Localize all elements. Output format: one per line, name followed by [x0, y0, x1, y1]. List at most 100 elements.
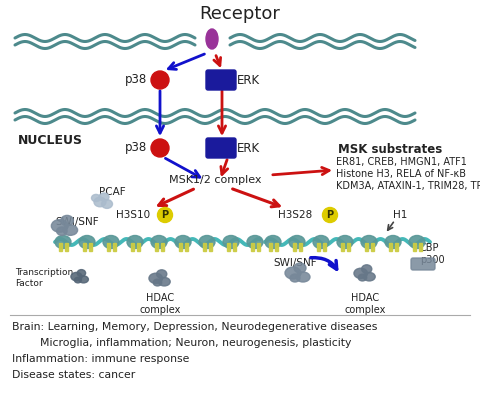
Text: p38: p38	[125, 141, 147, 154]
Bar	[179, 243, 182, 251]
Text: Brain: Learning, Memory, Depression, Neurodegenerative diseases: Brain: Learning, Memory, Depression, Neu…	[12, 322, 377, 332]
Text: P: P	[326, 210, 334, 220]
Ellipse shape	[51, 220, 68, 232]
Text: Histone H3, RELA of NF-κB: Histone H3, RELA of NF-κB	[336, 169, 466, 179]
Bar	[137, 243, 140, 251]
Text: KDM3A, ATAXIN-1, TRIM28, TRIM7: KDM3A, ATAXIN-1, TRIM28, TRIM7	[336, 181, 480, 191]
Bar	[323, 243, 326, 251]
Ellipse shape	[354, 268, 368, 278]
Bar	[161, 243, 164, 251]
Bar	[251, 243, 254, 251]
Ellipse shape	[71, 273, 82, 281]
Bar	[185, 243, 188, 251]
Ellipse shape	[296, 272, 310, 282]
Ellipse shape	[92, 194, 100, 202]
Ellipse shape	[151, 71, 169, 89]
Bar	[203, 243, 206, 251]
Ellipse shape	[149, 273, 163, 283]
Text: CBP
p300: CBP p300	[420, 243, 444, 265]
Ellipse shape	[99, 193, 109, 201]
Text: Microglia, inflammation; Neuron, neurogenesis, plasticity: Microglia, inflammation; Neuron, neuroge…	[12, 338, 351, 348]
Text: H3S10: H3S10	[116, 210, 150, 220]
Ellipse shape	[358, 274, 367, 281]
Ellipse shape	[153, 279, 162, 286]
Ellipse shape	[103, 235, 119, 249]
Bar	[371, 243, 374, 251]
Text: ERK: ERK	[237, 73, 260, 87]
Ellipse shape	[127, 235, 143, 249]
Bar	[299, 243, 302, 251]
Bar	[413, 243, 416, 251]
Text: ER81, CREB, HMGN1, ATF1: ER81, CREB, HMGN1, ATF1	[336, 157, 467, 167]
Ellipse shape	[79, 235, 95, 249]
Ellipse shape	[57, 227, 67, 235]
Text: NUCLEUS: NUCLEUS	[18, 134, 83, 147]
Text: Inflammation: immune response: Inflammation: immune response	[12, 354, 190, 364]
Text: HDAC
complex: HDAC complex	[344, 293, 386, 315]
Text: H3S28: H3S28	[278, 210, 312, 220]
Ellipse shape	[290, 274, 300, 282]
Text: ERK: ERK	[237, 141, 260, 154]
Ellipse shape	[337, 235, 353, 249]
Ellipse shape	[294, 263, 306, 273]
Bar	[107, 243, 110, 251]
Text: PCAF: PCAF	[99, 187, 125, 197]
Ellipse shape	[265, 235, 281, 249]
Text: Transcription
Factor: Transcription Factor	[15, 268, 73, 288]
Ellipse shape	[409, 235, 425, 249]
Bar	[419, 243, 422, 251]
Bar	[395, 243, 398, 251]
Ellipse shape	[61, 215, 73, 226]
Bar	[233, 243, 236, 251]
Bar	[83, 243, 86, 251]
Text: SWI/SNF: SWI/SNF	[55, 217, 98, 227]
Ellipse shape	[206, 29, 218, 49]
Ellipse shape	[79, 276, 88, 283]
Text: SWI/SNF: SWI/SNF	[273, 258, 317, 268]
Ellipse shape	[156, 270, 167, 278]
Ellipse shape	[363, 273, 375, 281]
Text: HDAC
complex: HDAC complex	[139, 293, 180, 315]
Ellipse shape	[77, 270, 85, 277]
Ellipse shape	[175, 235, 191, 249]
Ellipse shape	[63, 225, 78, 235]
FancyBboxPatch shape	[206, 70, 236, 90]
Bar	[131, 243, 134, 251]
Bar	[341, 243, 344, 251]
FancyBboxPatch shape	[411, 258, 435, 270]
Ellipse shape	[323, 207, 337, 222]
FancyBboxPatch shape	[206, 138, 236, 158]
Text: p38: p38	[125, 73, 147, 87]
Ellipse shape	[74, 277, 82, 283]
Ellipse shape	[361, 265, 372, 273]
Bar	[113, 243, 116, 251]
Text: Disease states: cancer: Disease states: cancer	[12, 370, 135, 380]
Bar	[227, 243, 230, 251]
Bar	[257, 243, 260, 251]
Bar	[317, 243, 320, 251]
Bar	[275, 243, 278, 251]
Ellipse shape	[289, 235, 305, 249]
Bar	[293, 243, 296, 251]
Ellipse shape	[55, 235, 71, 249]
Ellipse shape	[313, 235, 329, 249]
Text: H1: H1	[393, 210, 408, 220]
Bar	[89, 243, 92, 251]
Ellipse shape	[247, 235, 263, 249]
Bar	[389, 243, 392, 251]
Bar	[155, 243, 158, 251]
Text: Receptor: Receptor	[200, 5, 280, 23]
Ellipse shape	[223, 235, 239, 249]
Ellipse shape	[385, 235, 401, 249]
Bar	[347, 243, 350, 251]
Text: MSK1/2 complex: MSK1/2 complex	[169, 175, 261, 185]
Bar	[269, 243, 272, 251]
Bar	[209, 243, 212, 251]
Bar	[59, 243, 62, 251]
Ellipse shape	[361, 235, 377, 249]
Ellipse shape	[199, 235, 215, 249]
Ellipse shape	[94, 197, 106, 207]
Text: MSK substrates: MSK substrates	[338, 143, 442, 156]
Ellipse shape	[285, 267, 301, 279]
Text: P: P	[161, 210, 168, 220]
